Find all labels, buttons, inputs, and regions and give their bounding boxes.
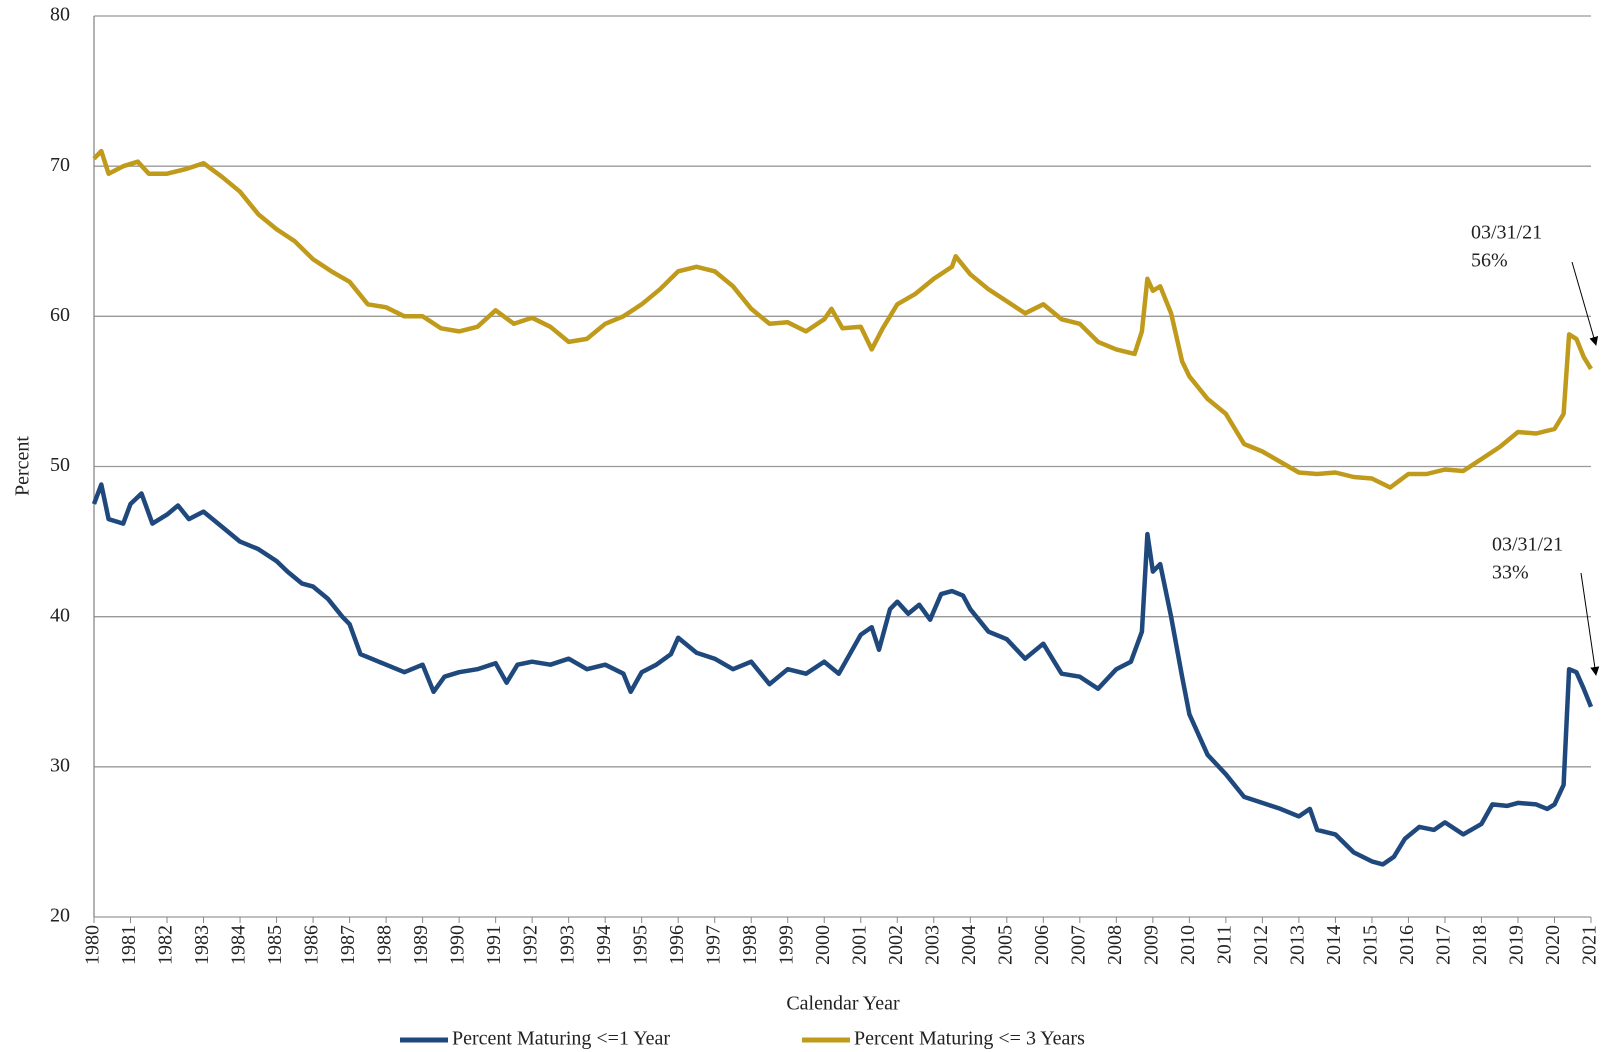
annotation: 56% (1471, 250, 1508, 272)
y-tick-label: 80 (50, 4, 70, 26)
x-tick-label: 2004 (958, 925, 980, 965)
x-tick-label: 1990 (447, 925, 469, 965)
x-tick-label: 1993 (556, 925, 578, 965)
x-tick-label: 2015 (1360, 925, 1382, 965)
x-tick-label: 2007 (1067, 925, 1089, 965)
annotation: 33% (1492, 562, 1529, 584)
series-line (91, 482, 1594, 867)
x-tick-label: 1985 (264, 925, 286, 965)
x-tick-label: 1981 (118, 925, 140, 965)
x-tick-label: 1992 (520, 925, 542, 965)
x-tick-label: 2002 (885, 925, 907, 965)
x-axis-title: Calendar Year (786, 993, 900, 1015)
x-tick-label: 1983 (191, 925, 213, 965)
x-tick-label: 2000 (812, 925, 834, 965)
x-tick-label: 2003 (921, 925, 943, 965)
x-tick-label: 1996 (666, 925, 688, 965)
y-axis-title: Percent (12, 436, 34, 496)
x-tick-label: 1980 (82, 925, 104, 965)
annotation-arrow (1571, 261, 1599, 346)
x-tick-label: 1984 (228, 925, 250, 965)
annotation: 03/31/21 (1492, 534, 1563, 556)
x-tick-label: 1989 (410, 925, 432, 965)
x-tick-label: 1991 (483, 925, 505, 965)
x-tick-label: 2008 (1104, 925, 1126, 965)
x-tick-label: 2011 (1213, 925, 1235, 964)
x-tick-label: 2021 (1579, 925, 1601, 965)
x-tick-label: 2016 (1396, 925, 1418, 965)
x-tick-label: 2001 (848, 925, 870, 965)
y-tick-label: 70 (50, 154, 70, 176)
legend-label: Percent Maturing <=1 Year (452, 1028, 670, 1050)
x-tick-label: 2019 (1506, 925, 1528, 965)
x-tick-label: 1998 (739, 925, 761, 965)
x-tick-label: 2013 (1286, 925, 1308, 965)
x-tick-label: 2018 (1469, 925, 1491, 965)
x-tick-label: 2020 (1542, 925, 1564, 965)
y-tick-label: 40 (50, 604, 70, 626)
legend-label: Percent Maturing <= 3 Years (854, 1028, 1085, 1050)
series-line (92, 148, 1593, 490)
x-tick-label: 1994 (593, 925, 615, 965)
y-tick-label: 50 (50, 454, 70, 476)
x-tick-label: 1987 (337, 925, 359, 965)
x-tick-label: 1988 (374, 925, 396, 965)
annotation-arrow (1580, 572, 1600, 676)
x-tick-label: 1986 (301, 925, 323, 965)
x-tick-label: 1982 (155, 925, 177, 965)
y-tick-label: 60 (50, 304, 70, 326)
annotation: 03/31/21 (1471, 222, 1542, 244)
y-tick-label: 20 (50, 905, 70, 927)
x-tick-label: 2005 (994, 925, 1016, 965)
x-tick-label: 2009 (1140, 925, 1162, 965)
y-tick-label: 30 (50, 754, 70, 776)
x-tick-label: 1995 (629, 925, 651, 965)
x-tick-label: 2014 (1323, 925, 1345, 965)
x-tick-label: 2006 (1031, 925, 1053, 965)
x-tick-label: 2010 (1177, 925, 1199, 965)
x-tick-label: 2012 (1250, 925, 1272, 965)
x-tick-label: 2017 (1433, 925, 1455, 965)
x-tick-label: 1999 (775, 925, 797, 965)
x-tick-label: 1997 (702, 925, 724, 965)
